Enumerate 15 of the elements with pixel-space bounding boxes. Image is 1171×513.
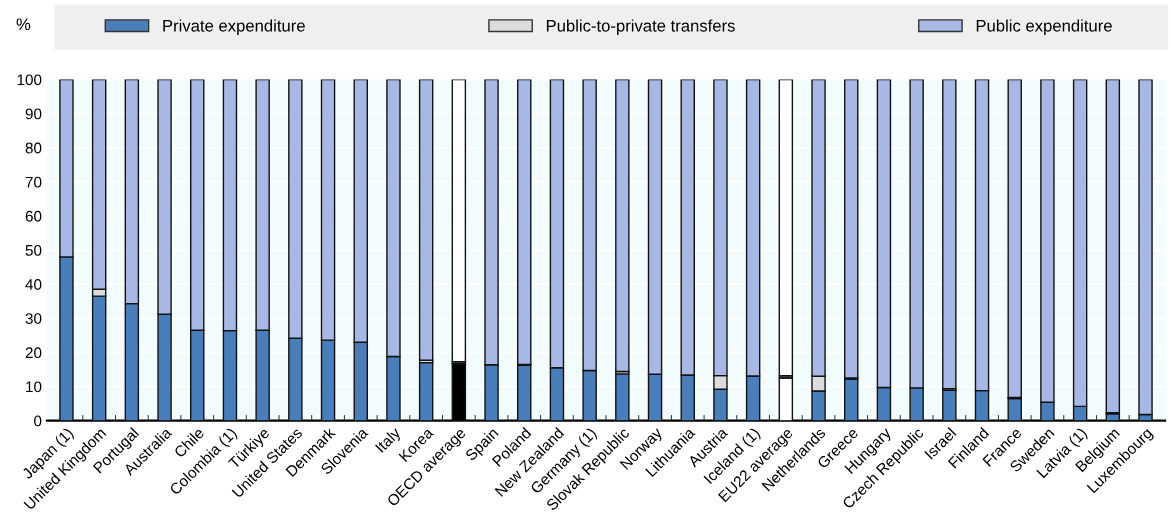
y-tick-label: 0 (34, 415, 42, 427)
y-tick-label: 60 (25, 210, 42, 222)
legend-label: Public-to-private transfers (546, 19, 735, 35)
y-tick-label: 70 (25, 176, 42, 188)
y-axis-title: % (16, 18, 31, 31)
y-tick-label: 50 (25, 244, 42, 256)
legend-label: Private expenditure (163, 19, 305, 35)
y-tick-label: 30 (25, 313, 42, 324)
y-tick-label: 90 (25, 108, 42, 120)
y-tick-label: 100 (17, 74, 42, 86)
y-tick-label: 20 (25, 347, 42, 359)
y-tick-label: 80 (25, 142, 42, 154)
legend-label: Public expenditure (976, 19, 1112, 35)
y-tick-label: 10 (26, 381, 42, 393)
y-tick-label: 40 (25, 279, 42, 290)
